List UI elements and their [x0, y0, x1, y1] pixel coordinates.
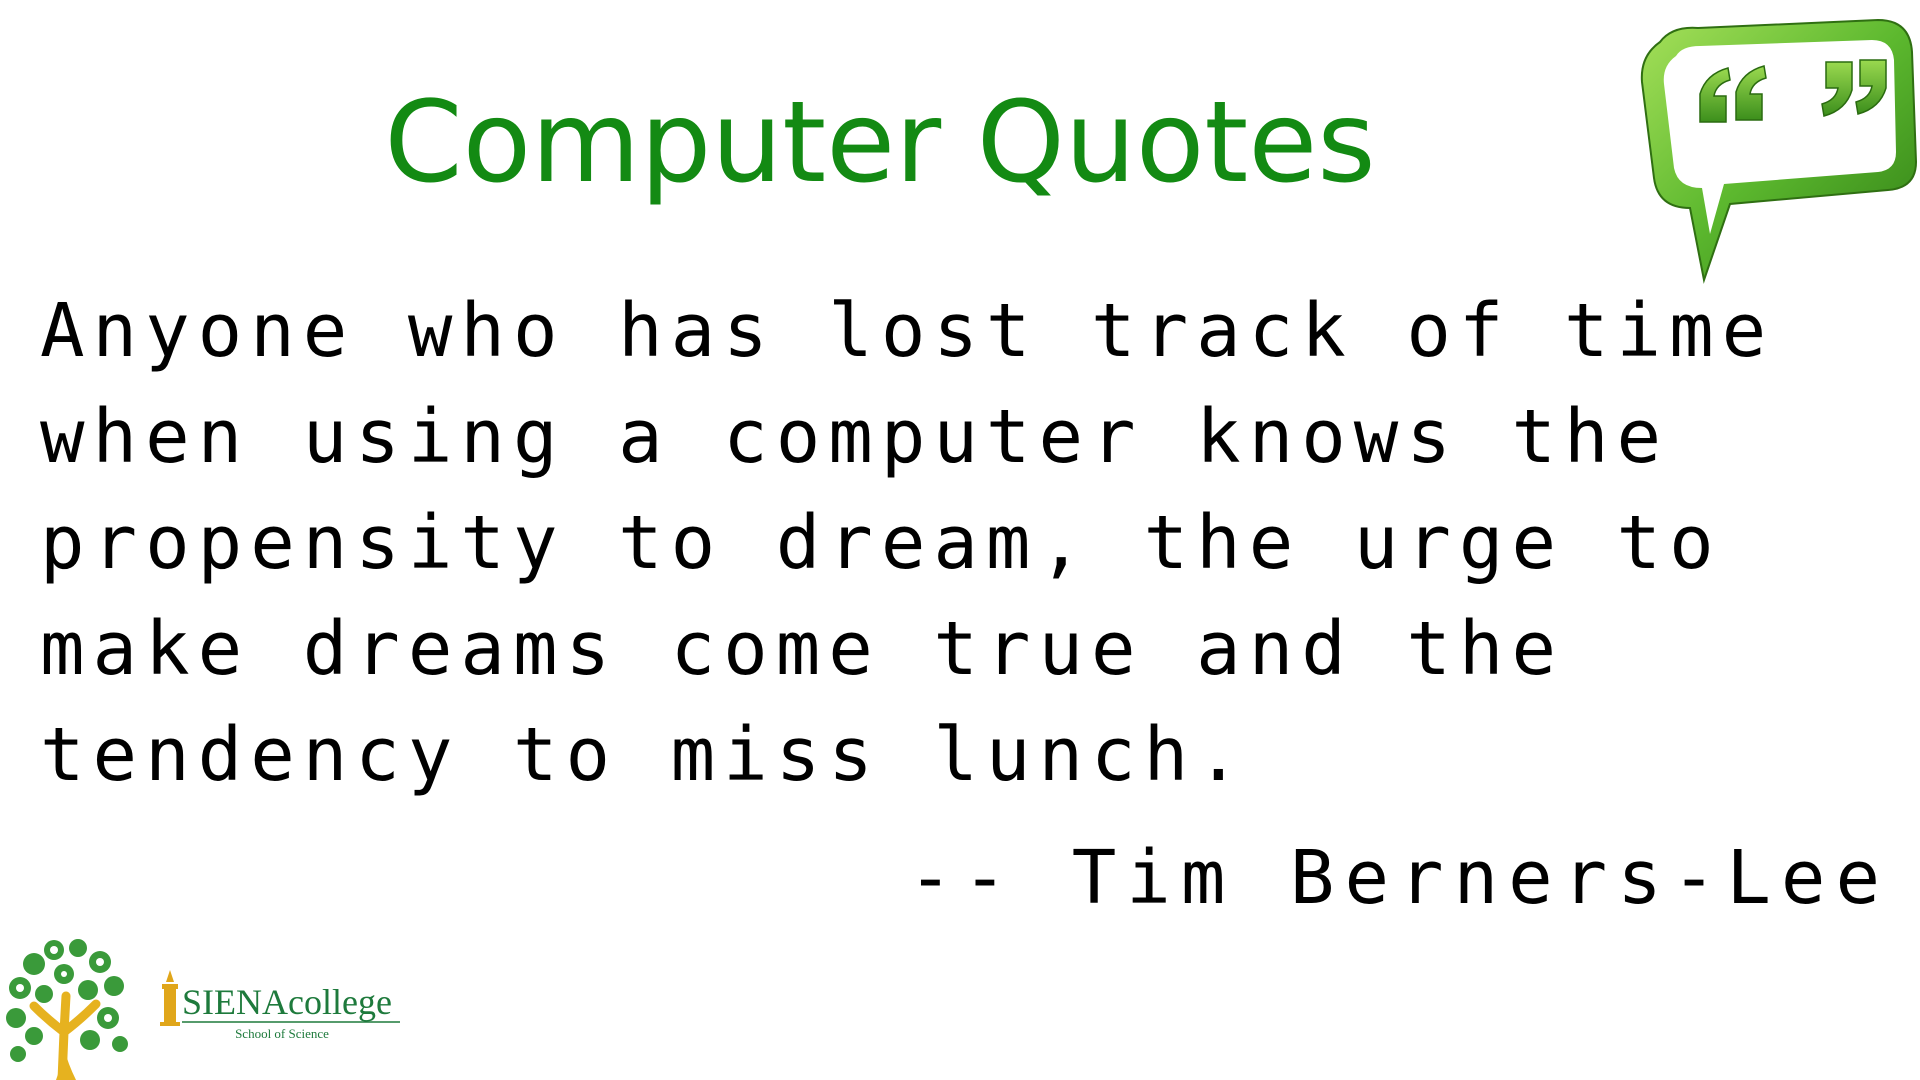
siena-wordmark: SIENAcollege — [182, 982, 392, 1022]
science-tree-icon — [6, 939, 128, 1080]
quote-author: -- Tim Berners-Lee — [908, 835, 1890, 921]
siena-college-logo: SIENAcollege School of Science — [160, 970, 400, 1041]
slide-title: Computer Quotes — [0, 78, 1920, 208]
siena-subtitle: School of Science — [235, 1026, 329, 1041]
quote-body: Anyone who has lost track of time when u… — [40, 278, 1890, 808]
slide-title-text: Computer Quotes — [384, 78, 1376, 208]
speech-bubble-quote-icon — [1640, 18, 1918, 284]
quote-line: propensity to dream, the urge to — [40, 500, 1722, 586]
quote-line: tendency to miss lunch. — [40, 712, 1249, 798]
quote-line: make dreams come true and the — [40, 606, 1565, 692]
quote-line: Anyone who has lost track of time — [40, 288, 1775, 374]
quote-line: when using a computer knows the — [40, 394, 1670, 480]
